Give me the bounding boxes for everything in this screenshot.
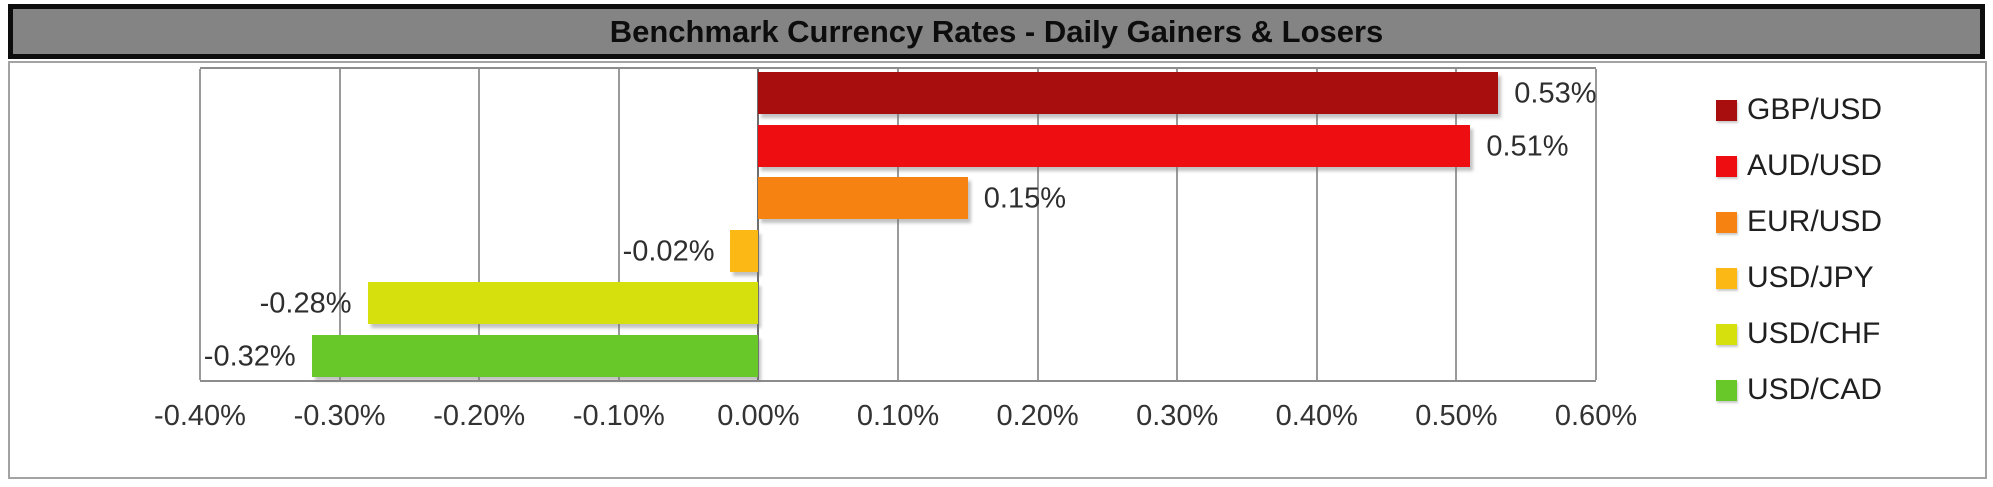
x-tick-label: -0.30% [293, 400, 386, 432]
legend-color-swatch [1716, 155, 1737, 177]
x-tick-label: 0.20% [996, 400, 1079, 432]
value-label-usd-chf: -0.28% [259, 287, 352, 320]
gridline [897, 69, 899, 380]
gridline [478, 69, 481, 380]
gridline [1036, 69, 1039, 380]
x-tick-label: 0.30% [1136, 400, 1219, 432]
legend: GBP/USD AUD/USD EUR/USD USD/JPY USD/CHF USD/C… [1716, 82, 1882, 418]
x-tick-label: -0.20% [433, 400, 526, 432]
legend-item-usd-chf: USD/CHF [1716, 306, 1882, 362]
x-tick-label: 0.50% [1415, 400, 1498, 432]
x-tick-label: 0.40% [1275, 400, 1358, 432]
legend-label: USD/CHF [1747, 317, 1881, 350]
bar-usd-chf [367, 282, 759, 325]
bar-eur-usd [758, 177, 968, 220]
legend-item-usd-cad: USD/CAD [1716, 362, 1882, 418]
gridline [1455, 69, 1458, 380]
gridline [1315, 69, 1318, 380]
bar-usd-cad [311, 334, 759, 377]
legend-label: GBP/USD [1747, 93, 1883, 126]
legend-label: EUR/USD [1747, 205, 1883, 238]
bar-gbp-usd [758, 72, 1499, 115]
value-label-usd-jpy: -0.02% [622, 235, 715, 268]
legend-color-swatch [1716, 99, 1737, 121]
legend-item-eur-usd: EUR/USD [1716, 194, 1882, 250]
gridline [1176, 69, 1179, 380]
gridline [199, 69, 201, 380]
gridline [617, 69, 620, 380]
value-label-gbp-usd: 0.53% [1514, 77, 1597, 110]
x-tick-label: 0.60% [1554, 400, 1638, 432]
legend-item-usd-jpy: USD/JPY [1716, 250, 1882, 306]
value-label-usd-cad: -0.32% [203, 340, 296, 373]
x-tick-label: -0.10% [572, 400, 665, 432]
value-label-eur-usd: 0.15% [983, 182, 1067, 215]
legend-color-swatch [1716, 267, 1737, 289]
value-label-aud-usd: 0.51% [1486, 130, 1569, 163]
zero-axis-line [757, 69, 760, 380]
x-tick-label: 0.10% [856, 400, 940, 432]
bar-aud-usd [758, 124, 1471, 167]
legend-label: USD/CAD [1747, 373, 1883, 406]
legend-item-gbp-usd: GBP/USD [1716, 82, 1882, 138]
gridline [338, 69, 341, 380]
legend-color-swatch [1716, 211, 1737, 233]
gridline [1595, 69, 1597, 380]
x-tick-label: 0.00% [717, 400, 800, 432]
legend-label: AUD/USD [1747, 149, 1883, 182]
legend-label: USD/JPY [1747, 261, 1874, 294]
legend-color-swatch [1716, 323, 1737, 345]
x-tick-label: -0.40% [154, 400, 246, 432]
chart-title: Benchmark Currency Rates - Daily Gainers… [609, 13, 1384, 49]
legend-item-aud-usd: AUD/USD [1716, 138, 1882, 194]
chart-title-bar: Benchmark Currency Rates - Daily Gainers… [8, 4, 1985, 59]
plot-area [199, 67, 1597, 382]
bar-usd-jpy [730, 229, 759, 272]
legend-color-swatch [1716, 379, 1737, 401]
